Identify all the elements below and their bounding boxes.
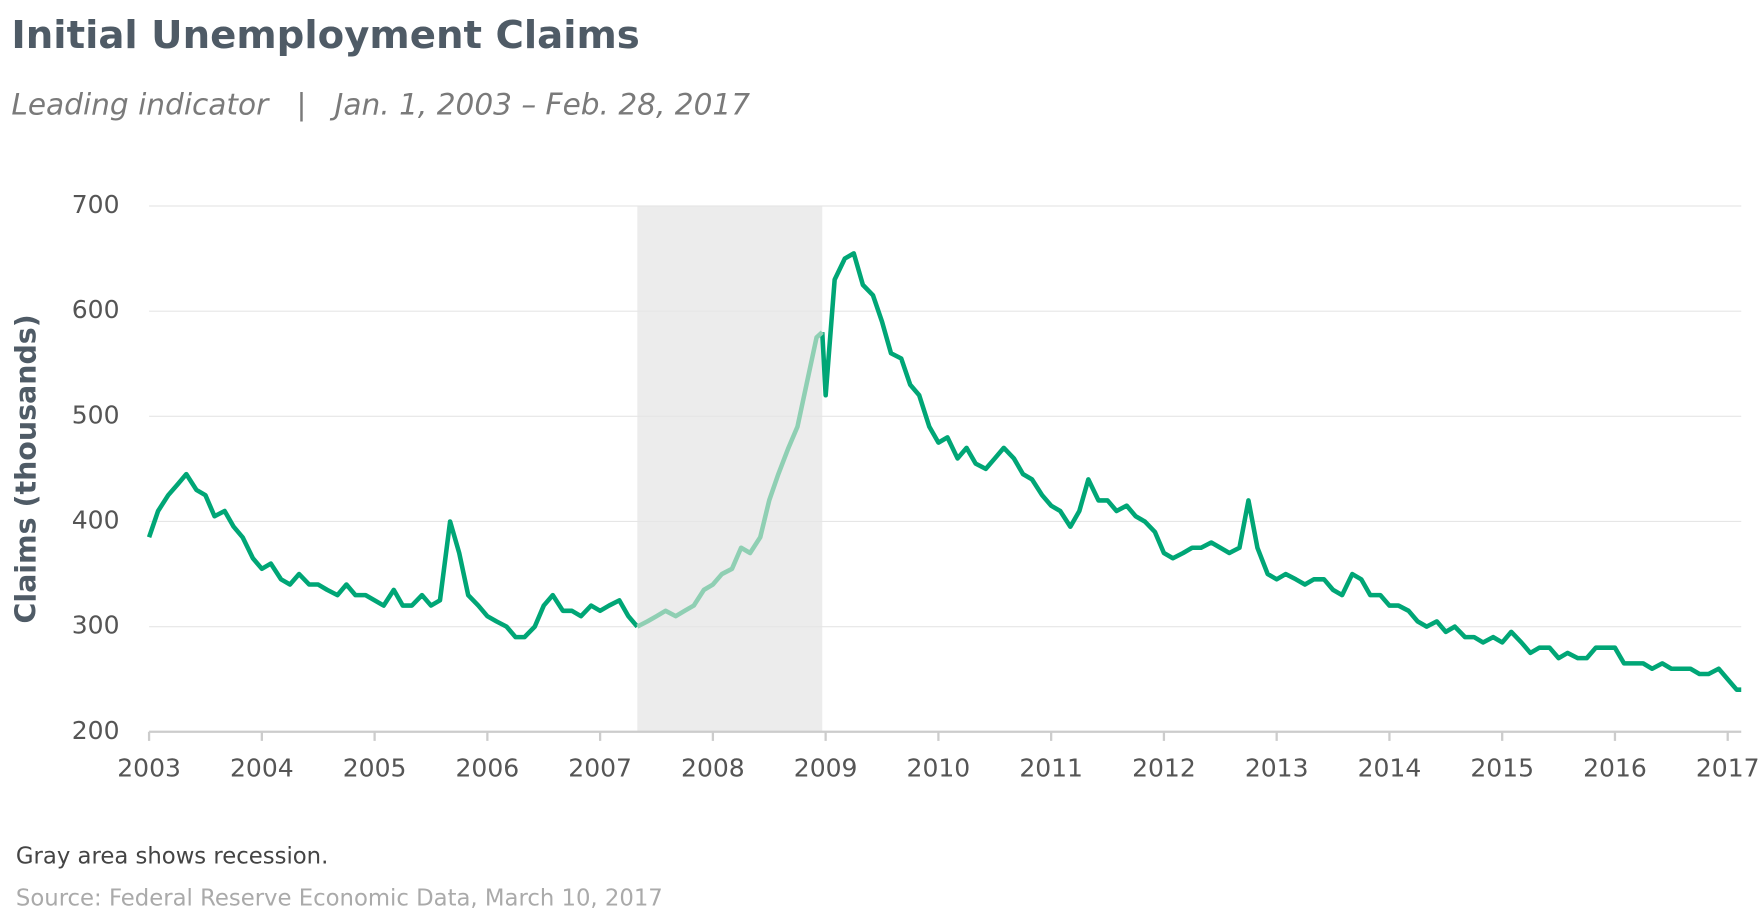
y-tick-label: 400 [72, 505, 120, 534]
note: Gray area shows recession. [16, 843, 328, 869]
x-tick-label: 2006 [456, 753, 520, 782]
x-tick-label: 2003 [117, 753, 181, 782]
x-tick-label: 2010 [907, 753, 971, 782]
y-tick-label: 700 [72, 190, 120, 219]
x-tick-label: 2017 [1696, 753, 1760, 782]
x-tick-label: 2013 [1245, 753, 1309, 782]
x-tick-label: 2004 [230, 753, 294, 782]
x-tick-label: 2009 [794, 753, 858, 782]
recession-band [637, 206, 823, 732]
x-tick-label: 2008 [681, 753, 745, 782]
y-tick-label: 600 [72, 295, 120, 324]
chart-subtitle: Leading indicator | Jan. 1, 2003 – Feb. … [11, 87, 750, 122]
y-axis-label: Claims (thousands) [9, 314, 42, 623]
x-tick-label: 2005 [343, 753, 407, 782]
x-tick-label: 2012 [1132, 753, 1196, 782]
y-tick-label: 300 [72, 611, 120, 640]
x-tick-label: 2011 [1019, 753, 1083, 782]
x-tick-label: 2007 [568, 753, 632, 782]
x-tick-label: 2014 [1358, 753, 1422, 782]
y-tick-label: 200 [72, 716, 120, 745]
line [146, 251, 1742, 692]
line [636, 330, 824, 629]
x-tick-label: 2016 [1583, 753, 1647, 782]
x-tick-label: 2015 [1470, 753, 1534, 782]
y-tick-label: 500 [72, 400, 120, 429]
chart-title: Initial Unemployment Claims [11, 13, 639, 58]
source: Source: Federal Reserve Economic Data, M… [16, 886, 663, 912]
